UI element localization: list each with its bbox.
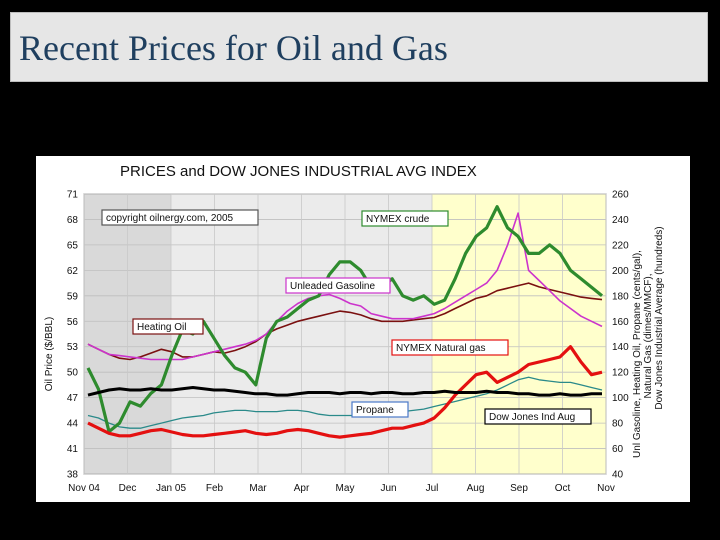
label-natural-gas: NYMEX Natural gas (396, 343, 485, 354)
x-tick-label: May (336, 483, 355, 494)
label-dow-box (484, 408, 592, 425)
y-tick-right: 120 (612, 368, 629, 379)
x-tick-label: Nov (597, 483, 615, 494)
month-band (345, 194, 389, 474)
y-tick-right: 100 (612, 393, 629, 404)
y-tick-left: 38 (67, 470, 79, 481)
label-heating-oil: Heating Oil (137, 322, 186, 333)
y-tick-left: 65 (67, 240, 79, 251)
x-tick-label: Jul (426, 483, 439, 494)
x-tick-label: Sep (510, 483, 528, 494)
x-tick-label: Feb (206, 483, 224, 494)
label-gasoline: Unleaded Gasoline (290, 281, 375, 292)
y-tick-right: 220 (612, 240, 629, 251)
y-tick-right: 240 (612, 215, 629, 226)
month-band (519, 194, 563, 474)
y-axis-right-label-line: Unl Gasoline, Heating Oil, Propane (cent… (632, 250, 643, 458)
axis-ticks: 38 40 41 60 44 80 47 100 50 120 53 140 56 160 59 180 62 2… (67, 190, 629, 495)
label-gasoline-box (285, 277, 391, 294)
copyright-label: copyright oilnergy.com, 2005 (106, 213, 234, 224)
month-band (475, 194, 519, 474)
label-crude-box (361, 210, 449, 227)
month-band (301, 194, 345, 474)
series-line-gasoline (87, 212, 603, 361)
month-band (562, 194, 606, 474)
label-dow: Dow Jones Ind Aug (489, 412, 575, 423)
slide-title: Recent Prices for Oil and Gas (19, 28, 448, 68)
y-tick-right: 60 (612, 444, 624, 455)
y-tick-left: 56 (67, 317, 79, 328)
month-band (432, 194, 476, 474)
series-labels: copyright oilnergy.com, 2005 NYMEX crude U… (101, 209, 592, 425)
y-tick-left: 41 (67, 444, 79, 455)
y-axis-right-label-line: Natural Gas (dimes/MMCF), (643, 273, 654, 398)
chart-title: PRICES and DOW JONES INDUSTRIAL AVG INDE… (120, 163, 477, 180)
y-axis-left-label: Oil Price ($/BBL) (44, 317, 55, 391)
x-tick-label: Oct (555, 483, 571, 494)
x-tick-label: Nov 04 (68, 483, 100, 494)
copyright-label-box (101, 209, 259, 226)
y-axis-right-label-line: Dow Jones Industrial Average (hundreds) (654, 226, 665, 409)
y-tick-right: 160 (612, 317, 629, 328)
label-propane: Propane (356, 405, 394, 416)
y-tick-left: 71 (67, 190, 79, 201)
label-propane-box (351, 401, 409, 418)
x-tick-label: Dec (119, 483, 137, 494)
y-tick-right: 40 (612, 470, 624, 481)
y-tick-left: 62 (67, 266, 79, 277)
x-tick-label: Aug (467, 483, 485, 494)
series-group (86, 205, 604, 439)
y-axis-right-label: Unl Gasoline, Heating Oil, Propane (cent… (632, 226, 665, 458)
label-heating-oil-box (132, 318, 204, 335)
y-tick-right: 180 (612, 291, 629, 302)
y-tick-right: 80 (612, 419, 624, 430)
month-band (388, 194, 432, 474)
x-tick-label: Jan 05 (156, 483, 186, 494)
chart-panel: PRICES and DOW JONES INDUSTRIAL AVG INDE… (36, 156, 690, 502)
y-tick-right: 140 (612, 342, 629, 353)
series-line-natural-gas (87, 345, 603, 439)
label-crude: NYMEX crude (366, 214, 430, 225)
y-tick-left: 44 (67, 419, 79, 430)
label-natural-gas-box (391, 339, 509, 356)
series-line-dow (87, 386, 602, 397)
y-tick-right: 260 (612, 190, 629, 201)
x-tick-label: Mar (249, 483, 267, 494)
x-tick-label: Apr (294, 483, 310, 494)
y-tick-left: 68 (67, 215, 79, 226)
price-chart: PRICES and DOW JONES INDUSTRIAL AVG INDE… (36, 156, 690, 502)
x-tick-label: Jun (380, 483, 396, 494)
y-tick-right: 200 (612, 266, 629, 277)
series-line-crude (86, 205, 604, 434)
y-tick-left: 50 (67, 368, 79, 379)
y-tick-left: 47 (67, 393, 79, 404)
y-tick-left: 59 (67, 291, 79, 302)
month-band (214, 194, 258, 474)
slide-title-box: Recent Prices for Oil and Gas (10, 12, 708, 82)
y-tick-left: 53 (67, 342, 79, 353)
series-line-propane (87, 376, 603, 429)
